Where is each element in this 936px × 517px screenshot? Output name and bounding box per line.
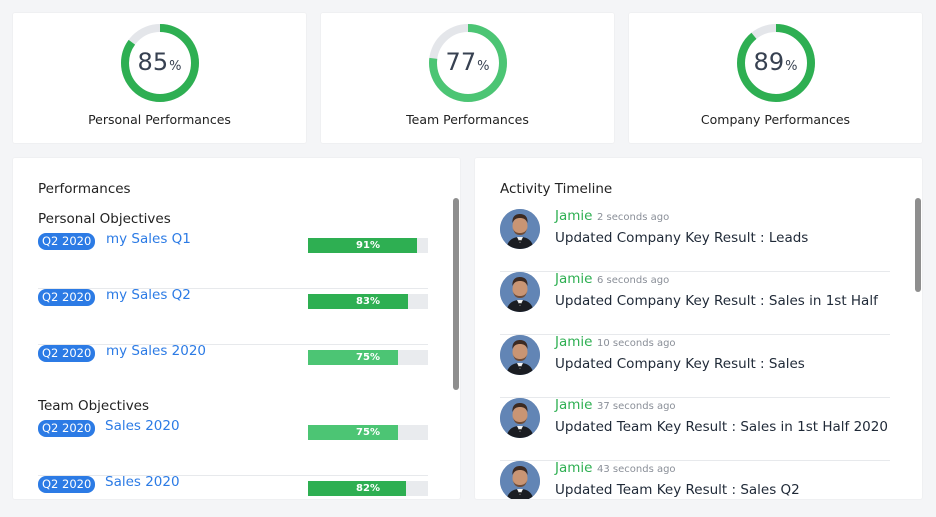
performances-panel: Performances Personal Objectives Q2 2020… xyxy=(13,158,460,499)
user-avatar[interactable] xyxy=(500,461,540,499)
kpi-value-unit: % xyxy=(477,59,490,74)
progress-label: 83% xyxy=(356,296,380,307)
avatar-image xyxy=(500,209,540,249)
donut-progress-arc xyxy=(428,24,507,102)
objective-row[interactable]: Q2 2020 Sales 2020 75% xyxy=(38,418,428,476)
kpi-value-number: 77 xyxy=(445,48,477,76)
progress-label: 82% xyxy=(356,483,380,494)
objective-link[interactable]: Sales 2020 xyxy=(105,474,180,490)
objective-row[interactable]: Q2 2020 my Sales 2020 75% xyxy=(38,343,428,401)
avatar-image xyxy=(500,335,540,375)
performances-title: Performances xyxy=(38,181,131,197)
avatar-image xyxy=(500,461,540,499)
timeline-timestamp: 6 seconds ago xyxy=(597,275,670,286)
user-avatar[interactable] xyxy=(500,272,540,312)
timeline-timestamp: 2 seconds ago xyxy=(597,212,670,223)
objective-row[interactable]: Q2 2020 Sales 2020 82% xyxy=(38,474,428,499)
donut-progress-arc xyxy=(736,24,815,102)
user-avatar[interactable] xyxy=(500,209,540,249)
timeline-timestamp: 10 seconds ago xyxy=(597,338,676,349)
progress-bar-fill xyxy=(308,481,407,496)
objective-row[interactable]: Q2 2020 my Sales Q2 83% xyxy=(38,287,428,345)
timeline-timestamp: 43 seconds ago xyxy=(597,464,676,475)
progress-bar-fill xyxy=(308,294,408,309)
team-performance-card: 77% Team Performances xyxy=(321,13,614,143)
progress-label: 91% xyxy=(356,240,380,251)
timeline-activity-text: Updated Company Key Result : Leads xyxy=(555,230,809,246)
timeline-user-name[interactable]: Jamie xyxy=(555,271,593,287)
donut-chart xyxy=(428,24,507,102)
timeline-user-name[interactable]: Jamie xyxy=(555,397,593,413)
objective-link[interactable]: my Sales Q2 xyxy=(106,287,191,303)
timeline-user-name[interactable]: Jamie xyxy=(555,460,593,476)
activity-timeline-title: Activity Timeline xyxy=(500,181,613,197)
company-performance-value: 89% xyxy=(736,48,816,81)
period-badge: Q2 2020 xyxy=(38,233,96,250)
objective-link[interactable]: my Sales Q1 xyxy=(106,231,191,247)
performances-scrollbar[interactable] xyxy=(453,198,459,390)
period-badge: Q2 2020 xyxy=(38,345,96,362)
team-performance-donut: 77% xyxy=(428,23,508,103)
personal-performance-value: 85% xyxy=(120,48,200,81)
timeline-timestamp: 37 seconds ago xyxy=(597,401,676,412)
progress-bar: 75% xyxy=(308,425,428,440)
avatar-image xyxy=(500,272,540,312)
team-performance-value: 77% xyxy=(428,48,508,81)
timeline-item: Jamie 10 seconds ago Updated Company Key… xyxy=(500,334,890,398)
timeline-activity-text: Updated Company Key Result : Sales xyxy=(555,356,805,372)
company-performance-label: Company Performances xyxy=(700,112,851,127)
team-objectives-title: Team Objectives xyxy=(38,398,150,414)
period-badge: Q2 2020 xyxy=(38,476,96,493)
timeline-user-name[interactable]: Jamie xyxy=(555,334,593,350)
timeline-activity-text: Updated Company Key Result : Sales in 1s… xyxy=(555,293,878,309)
progress-bar: 82% xyxy=(308,481,428,496)
timeline-user-name[interactable]: Jamie xyxy=(555,208,593,224)
donut-chart xyxy=(736,24,815,102)
kpi-value-unit: % xyxy=(169,59,182,74)
kpi-value-unit: % xyxy=(785,59,798,74)
personal-objectives-title: Personal Objectives xyxy=(38,211,171,227)
progress-bar: 83% xyxy=(308,294,428,309)
user-avatar[interactable] xyxy=(500,335,540,375)
progress-label: 75% xyxy=(356,352,380,363)
company-performance-card: 89% Company Performances xyxy=(629,13,922,143)
progress-bar-fill xyxy=(308,425,398,440)
personal-performance-label: Personal Performances xyxy=(88,112,231,127)
period-badge: Q2 2020 xyxy=(38,289,96,306)
timeline-scrollbar[interactable] xyxy=(915,198,921,292)
team-performance-label: Team Performances xyxy=(406,112,529,127)
avatar-image xyxy=(500,398,540,438)
timeline-item: Jamie 2 seconds ago Updated Company Key … xyxy=(500,208,890,272)
progress-bar: 91% xyxy=(308,238,428,253)
timeline-item: Jamie 43 seconds ago Updated Team Key Re… xyxy=(500,460,890,499)
personal-performance-donut: 85% xyxy=(120,23,200,103)
objective-row[interactable]: Q2 2020 my Sales Q1 91% xyxy=(38,231,428,289)
progress-bar-fill xyxy=(308,350,398,365)
activity-timeline-panel: Activity Timeline Jamie 2 seconds ago Up… xyxy=(475,158,922,499)
period-badge: Q2 2020 xyxy=(38,420,96,437)
user-avatar[interactable] xyxy=(500,398,540,438)
progress-label: 75% xyxy=(356,427,380,438)
timeline-item: Jamie 37 seconds ago Updated Team Key Re… xyxy=(500,397,890,461)
kpi-value-number: 85 xyxy=(137,48,169,76)
kpi-value-number: 89 xyxy=(753,48,785,76)
progress-bar-fill xyxy=(308,238,418,253)
timeline-item: Jamie 6 seconds ago Updated Company Key … xyxy=(500,271,890,335)
timeline-activity-text: Updated Team Key Result : Sales in 1st H… xyxy=(555,419,888,435)
timeline-activity-text: Updated Team Key Result : Sales Q2 xyxy=(555,482,800,498)
company-performance-donut: 89% xyxy=(736,23,816,103)
personal-performance-card: 85% Personal Performances xyxy=(13,13,306,143)
objective-link[interactable]: Sales 2020 xyxy=(105,418,180,434)
donut-progress-arc xyxy=(120,24,199,102)
objective-link[interactable]: my Sales 2020 xyxy=(106,343,207,359)
donut-chart xyxy=(120,24,199,102)
progress-bar: 75% xyxy=(308,350,428,365)
